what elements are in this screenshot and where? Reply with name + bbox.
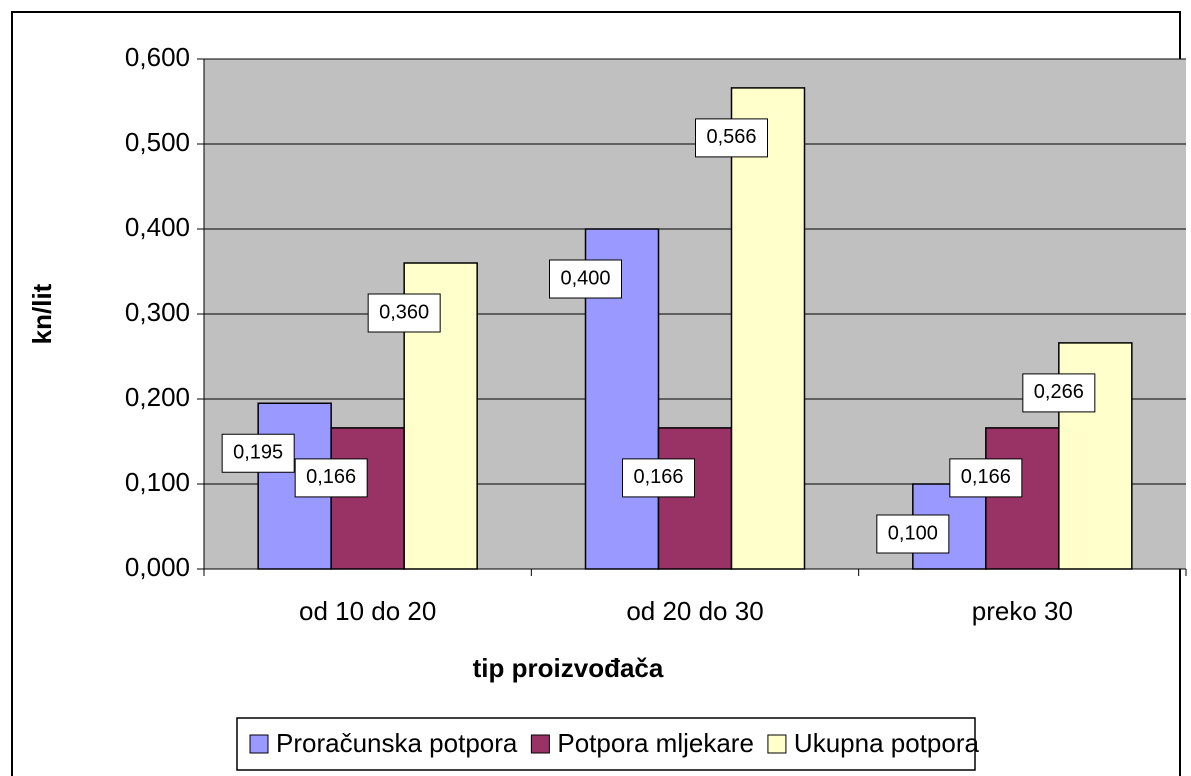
- legend-swatch: [530, 734, 550, 754]
- y-axis-label: kn/lit: [27, 283, 57, 344]
- y-tick-label: 0,300: [125, 297, 190, 327]
- legend: [236, 717, 976, 771]
- y-tick-label: 0,600: [125, 42, 190, 72]
- y-tick-label: 0,000: [125, 552, 190, 582]
- bar: [730, 87, 806, 570]
- value-label: 0,360: [379, 301, 429, 323]
- y-tick-label: 0,200: [125, 382, 190, 412]
- y-tick-label: 0,100: [125, 467, 190, 497]
- value-label-box: [294, 458, 368, 498]
- value-label-box: [221, 433, 295, 473]
- value-label: 0,195: [233, 442, 283, 464]
- y-tick-label: 0,500: [125, 127, 190, 157]
- value-label-box: [949, 458, 1023, 498]
- y-tick-label: 0,400: [125, 212, 190, 242]
- legend-swatch: [767, 734, 787, 754]
- bar: [657, 427, 733, 570]
- x-tick-label: preko 30: [972, 596, 1073, 626]
- value-label-box: [695, 118, 768, 158]
- value-label-box: [1022, 373, 1096, 413]
- legend-label: Proračunska potpora: [276, 728, 518, 758]
- value-label: 0,166: [306, 466, 356, 488]
- value-label: 0,166: [633, 466, 683, 488]
- value-label-box: [549, 259, 622, 299]
- value-label-box: [367, 293, 441, 333]
- value-label: 0,100: [888, 522, 938, 544]
- legend-swatch: [249, 734, 269, 754]
- value-label: 0,566: [706, 126, 756, 148]
- x-tick-label: od 20 do 30: [626, 596, 763, 626]
- x-tick-label: od 10 do 20: [299, 596, 436, 626]
- value-label: 0,166: [961, 466, 1011, 488]
- value-label-box: [876, 514, 950, 554]
- legend-label: Ukupna potpora: [794, 728, 980, 758]
- bar: [330, 427, 405, 570]
- value-label: 0,266: [1034, 381, 1084, 403]
- x-axis-label: tip proizvođača: [473, 653, 664, 683]
- bar: [985, 427, 1060, 570]
- value-label-box: [622, 458, 695, 498]
- legend-label: Potpora mljekare: [557, 728, 754, 758]
- value-label: 0,400: [560, 267, 610, 289]
